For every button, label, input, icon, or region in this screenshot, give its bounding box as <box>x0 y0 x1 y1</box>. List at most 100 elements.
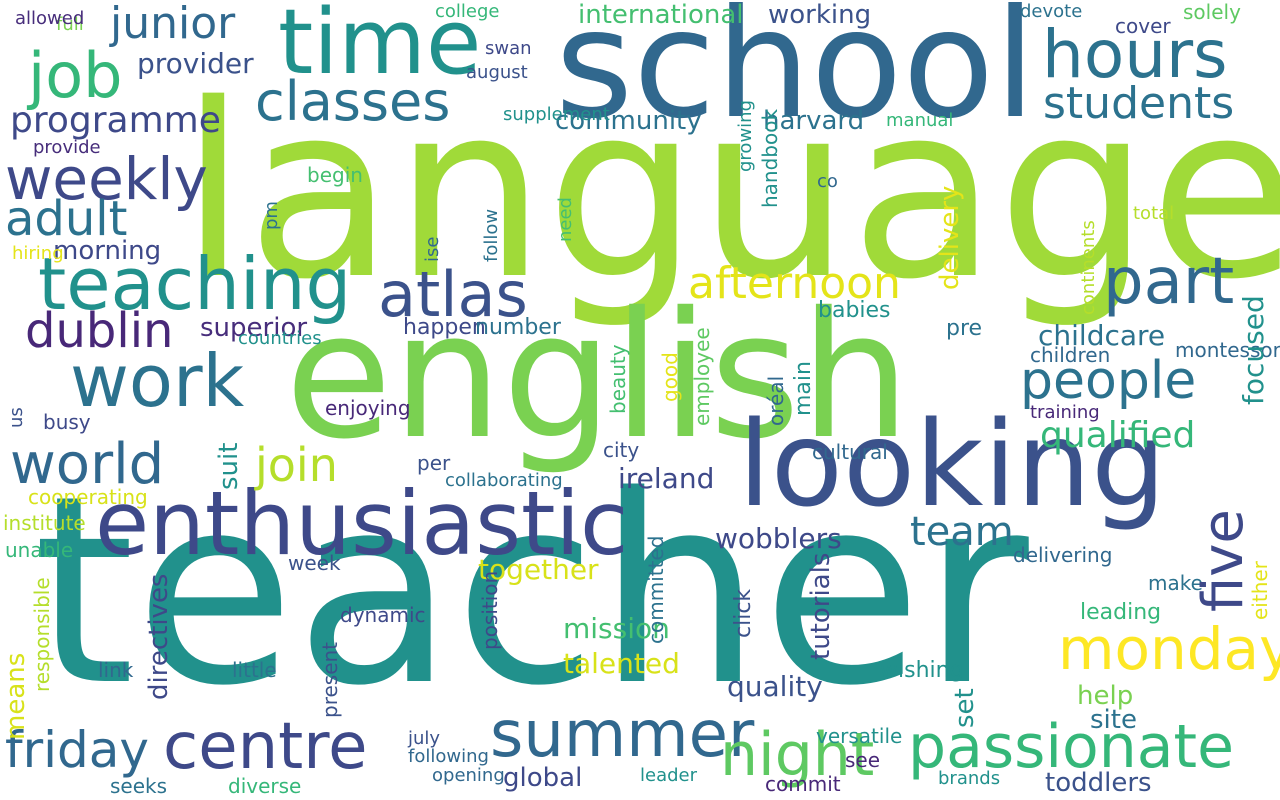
word-committed: growing <box>735 100 756 172</box>
word-unable: per <box>417 451 451 475</box>
word-montessori: toddlers <box>1045 768 1152 798</box>
word-pre: quality <box>727 670 823 703</box>
word-main: august <box>466 62 528 83</box>
word-us: hiring <box>12 243 64 264</box>
word-provider: morning <box>53 236 162 266</box>
word-growing: solely <box>1183 0 1241 24</box>
word-community: delivery <box>935 185 965 290</box>
word-children: global <box>503 763 583 793</box>
word-centre: centre <box>163 710 368 784</box>
word-seeks: cooperating <box>28 485 148 509</box>
word-time: time <box>278 0 482 95</box>
word-begin: position <box>478 570 502 650</box>
word-allowed: week <box>288 551 341 575</box>
word-responsible: ise <box>422 236 443 262</box>
word-pm: co <box>817 171 838 192</box>
word-ise: manual <box>886 110 954 131</box>
word-swan: link <box>98 658 134 682</box>
word-programme: team <box>910 509 1014 555</box>
word-school: school <box>555 0 1036 152</box>
word-provide: dynamic <box>340 603 426 627</box>
word-hiring: committed <box>644 535 668 644</box>
word-manual: july <box>408 728 441 749</box>
word-number: help <box>1077 681 1134 711</box>
word-junior: junior <box>110 0 236 49</box>
word-tutorials: seeks <box>110 774 168 798</box>
word-world: world <box>10 432 165 497</box>
word-cultural: children <box>1030 343 1111 367</box>
word-dublin: adult <box>5 191 128 247</box>
word-global: tutorials <box>806 552 836 660</box>
word-employee: pm <box>261 201 282 230</box>
word-atlas: atlas <box>378 258 528 331</box>
word-students: students <box>1043 78 1235 129</box>
word-teacher: teacher <box>33 441 1029 743</box>
word-make: happen <box>403 315 486 340</box>
word-total: versatile <box>816 724 903 748</box>
word-cooperating: city <box>603 438 640 462</box>
word-english: english <box>285 275 911 478</box>
word-good: supplement <box>503 104 610 125</box>
word-classes: classes <box>255 70 451 133</box>
word-people: people <box>1020 351 1197 411</box>
word-devote: following <box>408 746 489 767</box>
word-part: part <box>1103 245 1235 319</box>
word-delivery: brands <box>938 768 1001 789</box>
word-qualified: programme <box>10 100 221 141</box>
word-summer: summer <box>490 698 755 772</box>
word-suit: swan <box>485 38 532 59</box>
word-five: see <box>845 748 881 772</box>
word-teaching: teaching <box>38 242 352 326</box>
word-countries: delivering <box>1013 543 1113 567</box>
word-enthusiastic: enthusiastic <box>95 472 629 575</box>
word-work: work <box>70 339 245 423</box>
word-position: need <box>555 197 576 242</box>
word-handbook: total <box>1133 203 1175 224</box>
word-means: full <box>56 14 84 35</box>
word-friday: five <box>1191 509 1256 612</box>
word-team: dublin <box>25 303 174 359</box>
word-adult: join <box>255 438 338 492</box>
word-solely: leader <box>640 765 698 786</box>
word-oreal: begin <box>307 163 363 187</box>
word-harvard: international <box>578 0 744 30</box>
word-per: montessori <box>1175 338 1280 362</box>
word-babies: site <box>1090 705 1137 735</box>
word-july: beauty <box>606 344 630 414</box>
word-language: language <box>180 52 1280 332</box>
word-busy: make <box>1148 571 1203 595</box>
word-weekly: weekly <box>5 145 208 213</box>
word-beauty: provide <box>33 137 101 158</box>
word-need: cover <box>1115 14 1171 38</box>
word-present: follow <box>481 208 502 262</box>
word-enjoying: leading <box>1080 600 1162 625</box>
word-full: unable <box>5 538 74 562</box>
word-leader: enjoying <box>325 396 411 420</box>
word-supplement: present <box>318 641 342 718</box>
word-toddlers: directives <box>144 573 174 700</box>
word-site: together <box>478 553 599 586</box>
word-working: provider <box>137 47 254 80</box>
word-little: main <box>791 361 816 416</box>
word-continents: continents <box>1078 220 1099 315</box>
word-join: night <box>720 720 875 790</box>
word-set: allowed <box>15 8 85 29</box>
word-passionate: passionate <box>908 712 1234 782</box>
word-happen: set <box>950 688 980 728</box>
word-night: friday <box>5 721 150 779</box>
word-week: collaborating <box>445 470 563 491</box>
word-together: wobblers <box>715 522 842 555</box>
word-cover: opening <box>432 765 505 786</box>
word-college: responsible <box>30 577 54 692</box>
word-brands: training <box>1030 402 1100 423</box>
word-co: click <box>731 588 756 638</box>
word-collaborating: either <box>1248 561 1272 620</box>
word-training: wishing <box>880 658 964 683</box>
word-delivering: number <box>475 315 561 340</box>
word-city: pre <box>946 316 983 341</box>
word-see: countries <box>238 328 322 349</box>
word-click: handbook <box>758 108 782 208</box>
word-following: employee <box>690 327 714 426</box>
word-august: little <box>232 658 277 682</box>
